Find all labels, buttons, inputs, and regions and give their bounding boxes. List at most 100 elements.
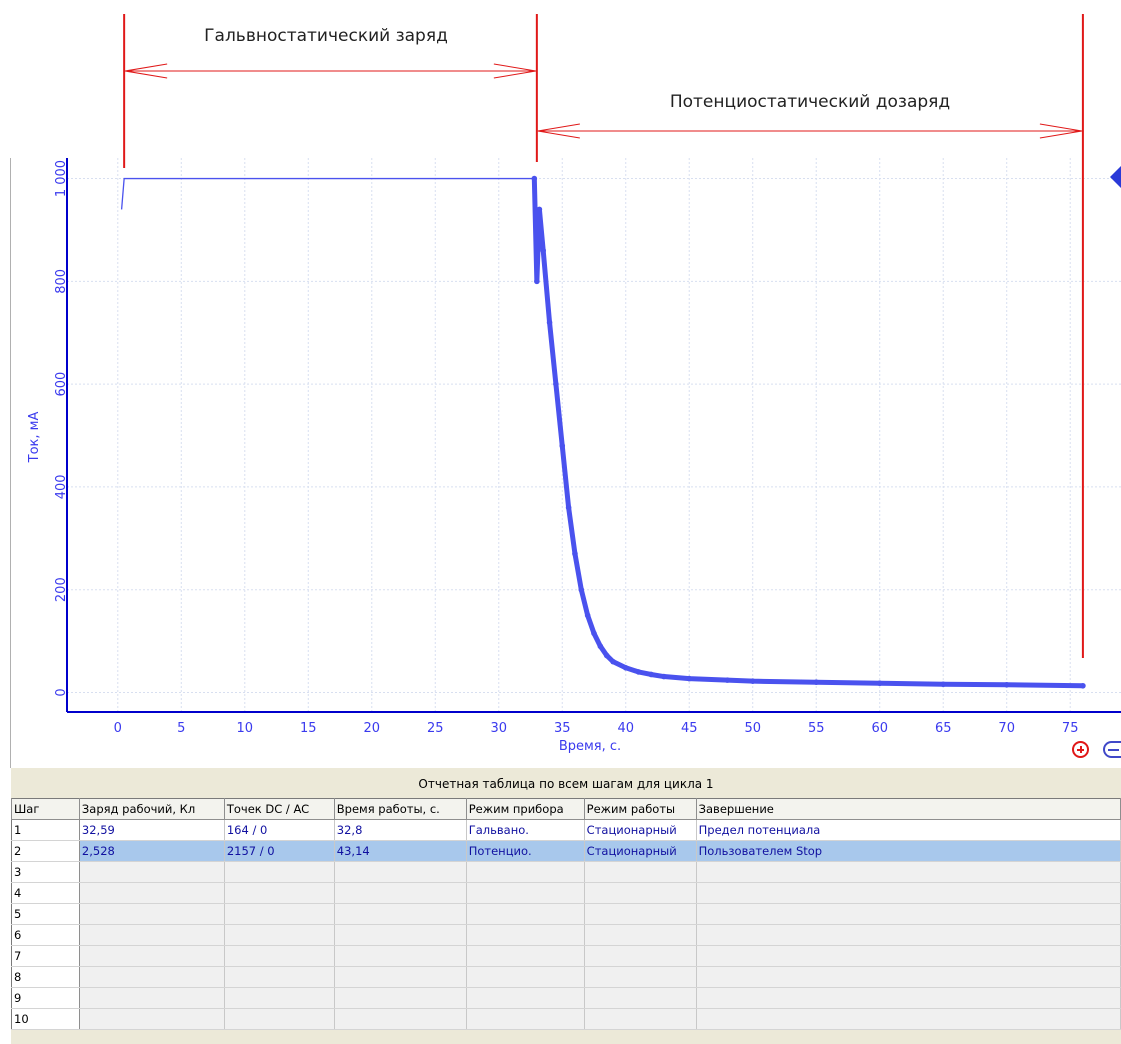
step-cell: 9 <box>11 987 80 1009</box>
zoom-out-icon[interactable] <box>1103 741 1121 758</box>
table-row[interactable]: 3 <box>11 861 1121 883</box>
table-cell <box>466 861 585 883</box>
y-tick-labels: 0 200 400 600 800 1 000 <box>54 160 69 697</box>
table-cell: Потенцио. <box>466 840 585 862</box>
table-cell <box>696 1008 1121 1030</box>
galvano-arrow-left-head <box>125 63 168 79</box>
series-point <box>876 680 883 687</box>
y-tick-label: 200 <box>54 577 69 602</box>
table-cell <box>334 1008 467 1030</box>
series-point <box>591 630 597 637</box>
table-cell <box>696 987 1121 1009</box>
series-point <box>749 678 756 684</box>
x-tick-label: 25 <box>427 721 444 736</box>
x-tick-label: 40 <box>617 721 634 736</box>
series-point <box>940 681 947 688</box>
table-row[interactable]: 4 <box>11 882 1121 904</box>
column-header[interactable]: Завершение <box>695 798 1121 820</box>
column-header[interactable]: Заряд рабочий, Кл <box>78 798 225 820</box>
table-cell <box>466 987 585 1009</box>
table-cell: 2,528 <box>79 840 225 862</box>
series-line <box>120 177 535 210</box>
x-tick-label: 0 <box>114 721 122 736</box>
table-cell <box>584 924 697 946</box>
y-tick-label: 400 <box>54 474 69 499</box>
column-header[interactable]: Режим работы <box>583 798 697 820</box>
y-tick-label: 800 <box>54 269 69 294</box>
column-header[interactable]: Время работы, с. <box>333 798 467 820</box>
step-cell: 2 <box>11 840 80 862</box>
x-tick-label: 10 <box>237 721 254 736</box>
table-row[interactable]: 1 32,59 164 / 0 32,8 Гальвано. Стационарный Пр… <box>11 819 1121 841</box>
table-cell <box>696 903 1121 925</box>
table-cell <box>466 882 585 904</box>
table-cell <box>334 903 467 925</box>
table-cell: Предел потенциала <box>696 819 1121 841</box>
table-cell: 32,59 <box>79 819 225 841</box>
table-row[interactable]: 5 <box>11 903 1121 925</box>
zoom-in-icon[interactable] <box>1072 741 1089 758</box>
table-cell <box>696 861 1121 883</box>
table-cell: 32,8 <box>334 819 467 841</box>
series-point <box>661 673 667 680</box>
potentio-arrow-right-head <box>1039 123 1082 139</box>
series-point <box>546 319 553 326</box>
x-tick-label: 50 <box>744 721 761 736</box>
table-cell <box>79 861 225 883</box>
series-point <box>610 658 616 665</box>
column-header[interactable]: Шаг <box>11 798 80 820</box>
series-point <box>584 612 591 619</box>
step-cell: 5 <box>11 903 80 925</box>
series-point <box>635 669 642 675</box>
series-point <box>813 679 820 685</box>
table-cell <box>334 966 467 988</box>
x-tick-label: 70 <box>998 721 1015 736</box>
x-axis-title: Время, с. <box>559 739 621 754</box>
table-row[interactable]: 7 <box>11 945 1121 967</box>
series-point <box>1080 682 1086 689</box>
x-tick-label: 45 <box>681 721 698 736</box>
table-row[interactable]: 6 <box>11 924 1121 946</box>
y-axis-title: Ток, мА <box>27 412 42 464</box>
table-cell <box>334 945 467 967</box>
report-table[interactable]: Шаг Заряд рабочий, Кл Точек DC / AC Время р… <box>11 798 1121 1030</box>
table-cell <box>466 945 585 967</box>
table-row[interactable]: 10 <box>11 1008 1121 1030</box>
y-tick-label: 600 <box>54 372 69 397</box>
table-cell <box>584 1008 697 1030</box>
table-cell <box>79 882 225 904</box>
column-header[interactable]: Режим прибора <box>465 798 585 820</box>
x-tick-label: 20 <box>363 721 380 736</box>
chart-area[interactable]: 0 5 10 15 20 25 30 35 40 45 50 55 60 65 70 75 0 200 400 60… <box>0 0 1121 768</box>
series-point <box>603 652 610 659</box>
series-point <box>1003 681 1010 688</box>
series-point <box>572 550 578 557</box>
series-point <box>724 677 731 683</box>
step-cell: 6 <box>11 924 80 946</box>
table-row[interactable]: 2 2,528 2157 / 0 43,14 Потенцио. Стационарный… <box>11 840 1121 862</box>
table-cell <box>696 924 1121 946</box>
series-point <box>553 381 559 387</box>
series-point <box>565 504 572 511</box>
series-point <box>534 278 540 285</box>
series-point <box>536 206 543 213</box>
table-cell <box>224 945 335 967</box>
cursor-marker-icon[interactable] <box>1110 166 1121 188</box>
table-cell <box>224 966 335 988</box>
column-header[interactable]: Точек DC / AC <box>223 798 335 820</box>
x-tick-label: 35 <box>554 721 571 736</box>
report-table-title: Отчетная таблица по всем шагам для цикла… <box>418 777 714 791</box>
table-cell <box>466 1008 585 1030</box>
table-row[interactable]: 9 <box>11 987 1121 1009</box>
x-tick-label: 60 <box>871 721 888 736</box>
table-cell <box>584 966 697 988</box>
galvano-arrow-right-head <box>493 63 536 79</box>
series-point <box>559 442 566 449</box>
table-cell <box>79 987 225 1009</box>
table-cell <box>224 987 335 1009</box>
galvano-annotation-label: Гальвностатический заряд <box>204 26 448 46</box>
table-row[interactable]: 8 <box>11 966 1121 988</box>
table-cell <box>584 882 697 904</box>
x-tick-label: 5 <box>177 721 185 736</box>
series-point <box>540 247 547 254</box>
